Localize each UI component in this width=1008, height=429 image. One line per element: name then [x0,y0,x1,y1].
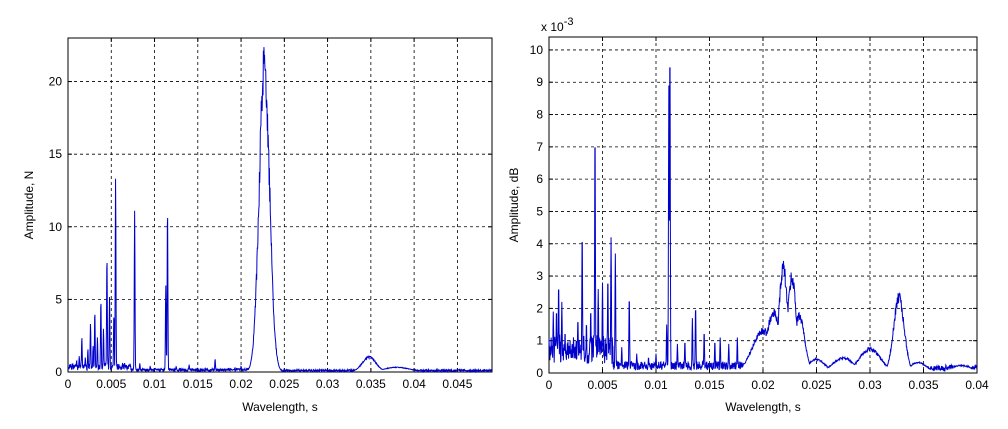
y-ticks-left: 0 5 10 15 20 [49,75,492,379]
y-axis-label-left: Amplitude, N [22,171,36,240]
x-ticks-left: 0 0.005 0.01 0.015 0.02 0.025 0.03 0.035 0.04 0.0… [65,38,473,391]
x-tick-label: 0.02 [751,378,775,392]
y-tick-label: 4 [536,237,543,251]
x-tick-label: 0.025 [269,377,299,391]
grid-right [549,37,977,373]
y-ticks-right: 0 1 2 3 4 5 6 7 8 9 10 [530,43,977,380]
x-tick-label: 0.01 [644,378,668,392]
y-tick-label: 10 [49,220,63,234]
grid-left [68,38,492,372]
x-tick-label: 0.03 [316,377,340,391]
x-tick-label: 0.01 [143,377,167,391]
y-tick-label: 8 [536,108,543,122]
plot-area-left [67,37,493,373]
x-tick-label: 0.015 [694,378,724,392]
y-tick-label: 3 [536,269,543,283]
x-tick-label: 0.02 [229,377,253,391]
x-tick-label: 0.04 [965,378,989,392]
y-tick-label: 15 [49,147,63,161]
x-tick-label: 0.035 [356,377,386,391]
x-tick-label: 0.005 [96,377,126,391]
x-axis-label-left: Wavelength, s [242,400,318,414]
y-axis-label-right: Amplitude, dB [507,168,521,243]
x-tick-label: 0.03 [858,378,882,392]
y-tick-label: 5 [55,292,62,306]
y-tick-label: 2 [536,301,543,315]
series-line-left [67,47,493,374]
y-tick-label: 1 [536,334,543,348]
y-scale-exponent: -3 [564,16,574,28]
y-tick-label: 5 [536,204,543,218]
series-line-right [548,67,978,372]
x-tick-label: 0.04 [402,377,426,391]
y-tick-label: 7 [536,140,543,154]
y-scale-base: x 10 [541,20,564,34]
x-tick-label: 0 [65,377,72,391]
chart-left-amplitude-n: 0 0.005 0.01 0.015 0.02 0.025 0.03 0.035 0.04 0.0… [22,37,493,414]
y-tick-label: 9 [536,75,543,89]
y-tick-label: 20 [49,75,63,89]
x-tick-label: 0.015 [183,377,213,391]
y-tick-label: 0 [55,365,62,379]
x-tick-label: 0.035 [908,378,938,392]
x-tick-label: 0.005 [587,378,617,392]
x-axis-label-right: Wavelength, s [725,400,801,414]
y-tick-label: 10 [530,43,544,57]
chart-right-amplitude-db: 0 0.005 0.01 0.015 0.02 0.025 0.03 0.035 0.04 0 1… [507,16,989,414]
y-tick-label: 0 [536,366,543,380]
x-tick-label: 0.025 [801,378,831,392]
y-scale-factor: x 10-3 [541,16,573,34]
x-ticks-right: 0 0.005 0.01 0.015 0.02 0.025 0.03 0.035 0.04 [546,37,989,392]
y-tick-label: 6 [536,172,543,186]
x-tick-label: 0.045 [442,377,472,391]
x-tick-label: 0 [546,378,553,392]
